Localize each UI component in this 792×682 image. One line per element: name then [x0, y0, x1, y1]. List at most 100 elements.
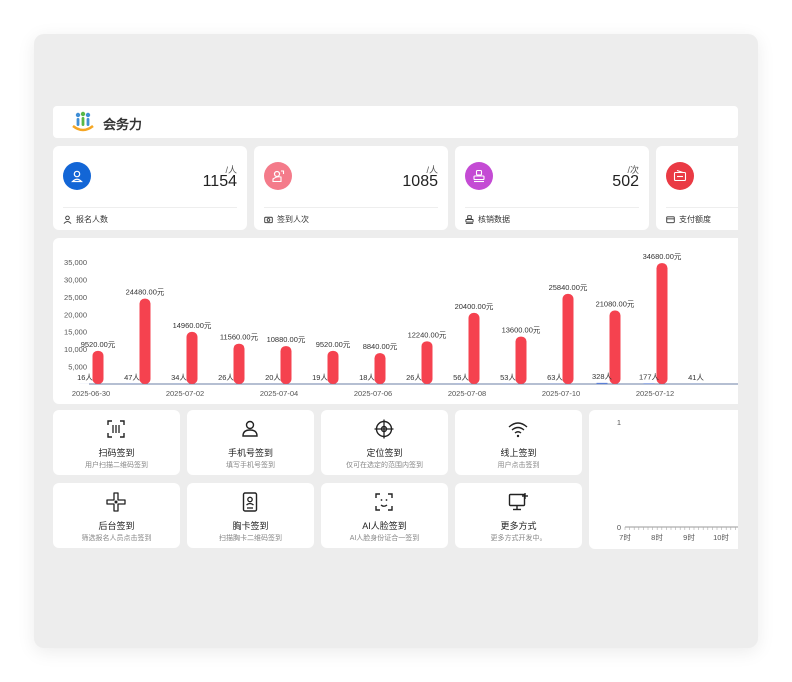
amount-data-label: 13600.00元	[502, 326, 541, 335]
x-tick-label: 2025-06-30	[72, 389, 110, 398]
feature-subtitle: 填写手机号签到	[226, 462, 275, 469]
y-tick-label: 30,000	[64, 275, 87, 284]
stat-label: 报名人数	[76, 215, 108, 224]
divider	[264, 207, 438, 208]
location-icon	[374, 419, 394, 439]
stamp-small-icon	[465, 215, 474, 224]
user-icon	[71, 170, 83, 183]
amount-data-label: 9520.00元	[316, 340, 351, 349]
stat-value: 502	[612, 173, 639, 190]
y-tick-label: 25,000	[64, 293, 87, 302]
amount-bar	[233, 343, 245, 384]
amount-bar	[515, 336, 527, 384]
x-tick-label: 2025-07-04	[260, 389, 298, 398]
stat-icon-circle	[465, 162, 493, 190]
people-data-label: 26人	[218, 373, 234, 382]
amount-data-label: 24480.00元	[126, 288, 165, 297]
amount-bar	[186, 331, 198, 384]
wifi-icon	[508, 422, 528, 438]
hourly-chart-card: 1 0 7时 8时 9时 10时	[589, 410, 738, 549]
stat-unit: /人	[225, 165, 237, 175]
stat-unit: /人	[426, 165, 438, 175]
x-tick-label: 9时	[683, 532, 695, 542]
amount-bar	[139, 298, 151, 384]
feature-subtitle: 仅可在选定的范围内签到	[346, 462, 423, 469]
amount-data-label: 20400.00元	[455, 302, 494, 311]
divider	[666, 207, 738, 208]
feature-face-checkin[interactable]: AI人脸签到 AI人脸身份证合一签到	[321, 483, 448, 548]
stat-label: 核销数据	[478, 215, 510, 224]
x-tick-label: 2025-07-10	[542, 389, 580, 398]
people-data-label: 26人	[406, 373, 422, 382]
feature-title: 手机号签到	[227, 448, 273, 458]
user-small-icon	[63, 215, 72, 224]
y-tick-label: 5,000	[68, 363, 87, 372]
feature-badge-checkin[interactable]: 胸卡签到 扫描胸卡二维码签到	[187, 483, 314, 548]
stat-footer: 支付额度	[666, 214, 711, 225]
y-tick-label: 0	[617, 523, 621, 532]
daily-bar-chart: 5,000 10,000 15,000 20,000 25,000 30,000 35,00…	[64, 252, 738, 398]
people-data-label: 18人	[359, 373, 375, 382]
feature-title: 更多方式	[500, 521, 537, 531]
people-data-label: 177人	[639, 372, 660, 381]
amount-data-label: 9520.00元	[81, 340, 116, 349]
y-tick-label: 20,000	[64, 310, 87, 319]
top-header: 会务力	[53, 106, 738, 138]
stat-card-registrations[interactable]: /人 1154 报名人数	[53, 146, 247, 230]
amount-bar	[421, 341, 433, 384]
y-tick-label: 35,000	[64, 258, 87, 267]
people-data-label: 16人	[77, 373, 93, 382]
divider	[63, 207, 237, 208]
badge-icon	[242, 492, 258, 512]
people-bar	[643, 383, 655, 384]
x-tick-label: 10时	[713, 532, 729, 542]
y-tick-label: 1	[617, 418, 621, 427]
stat-card-checkins[interactable]: /人 1085 签到人次	[254, 146, 448, 230]
amount-bar	[92, 350, 104, 384]
feature-title: 定位签到	[366, 448, 403, 458]
logo-icon	[72, 111, 94, 132]
feature-scan-checkin[interactable]: 扫码签到 用户扫描二维码签到	[53, 410, 180, 475]
stat-icon-circle	[63, 162, 91, 190]
scan-icon	[107, 420, 125, 438]
amount-bar	[327, 350, 339, 384]
feature-online-checkin[interactable]: 线上签到 用户点击签到	[455, 410, 582, 475]
amount-data-label: 34680.00元	[643, 252, 682, 261]
feature-phone-checkin[interactable]: 手机号签到 填写手机号签到	[187, 410, 314, 475]
amount-bar	[562, 293, 574, 384]
stat-footer: 签到人次	[264, 214, 309, 225]
feature-location-checkin[interactable]: 定位签到 仅可在选定的范围内签到	[321, 410, 448, 475]
stat-card-verification[interactable]: /次 502 核销数据	[455, 146, 649, 230]
stat-card-payment[interactable]: 支付额度	[656, 146, 738, 230]
amount-data-label: 10880.00元	[267, 335, 306, 344]
people-data-label: 19人	[312, 373, 328, 382]
amount-bar	[609, 310, 621, 384]
amount-data-label: 25840.00元	[549, 283, 588, 292]
y-tick-label: 15,000	[64, 328, 87, 337]
amount-bar	[468, 312, 480, 384]
daily-chart-card: 5,000 10,000 15,000 20,000 25,000 30,000 35,00…	[53, 238, 738, 404]
stat-unit: /次	[627, 165, 639, 175]
people-data-label: 53人	[500, 373, 516, 382]
people-data-label: 47人	[124, 373, 140, 382]
amount-bar	[656, 263, 668, 384]
y-tick-label: 10,000	[64, 345, 87, 354]
feature-more-methods[interactable]: 更多方式 更多方式开发中。	[455, 483, 582, 548]
person-icon	[242, 420, 258, 437]
stat-label: 签到人次	[277, 215, 309, 224]
feature-title: 后台签到	[98, 521, 135, 531]
feature-title: 线上签到	[500, 448, 537, 458]
people-bar	[596, 382, 608, 384]
stamp-icon	[473, 169, 485, 183]
feature-subtitle: 用户点击签到	[497, 462, 540, 469]
feature-subtitle: 更多方式开发中。	[490, 535, 547, 542]
feature-admin-checkin[interactable]: 后台签到 筛选报名人员点击签到	[53, 483, 180, 548]
stat-icon-circle	[264, 162, 292, 190]
payment-icon	[673, 169, 687, 182]
stat-footer: 报名人数	[63, 214, 108, 225]
x-tick-label: 2025-07-12	[636, 389, 674, 398]
amount-data-label: 21080.00元	[596, 300, 635, 309]
people-data-label: 63人	[547, 373, 563, 382]
amount-data-label: 8840.00元	[363, 342, 398, 351]
x-tick-label: 8时	[651, 532, 663, 542]
